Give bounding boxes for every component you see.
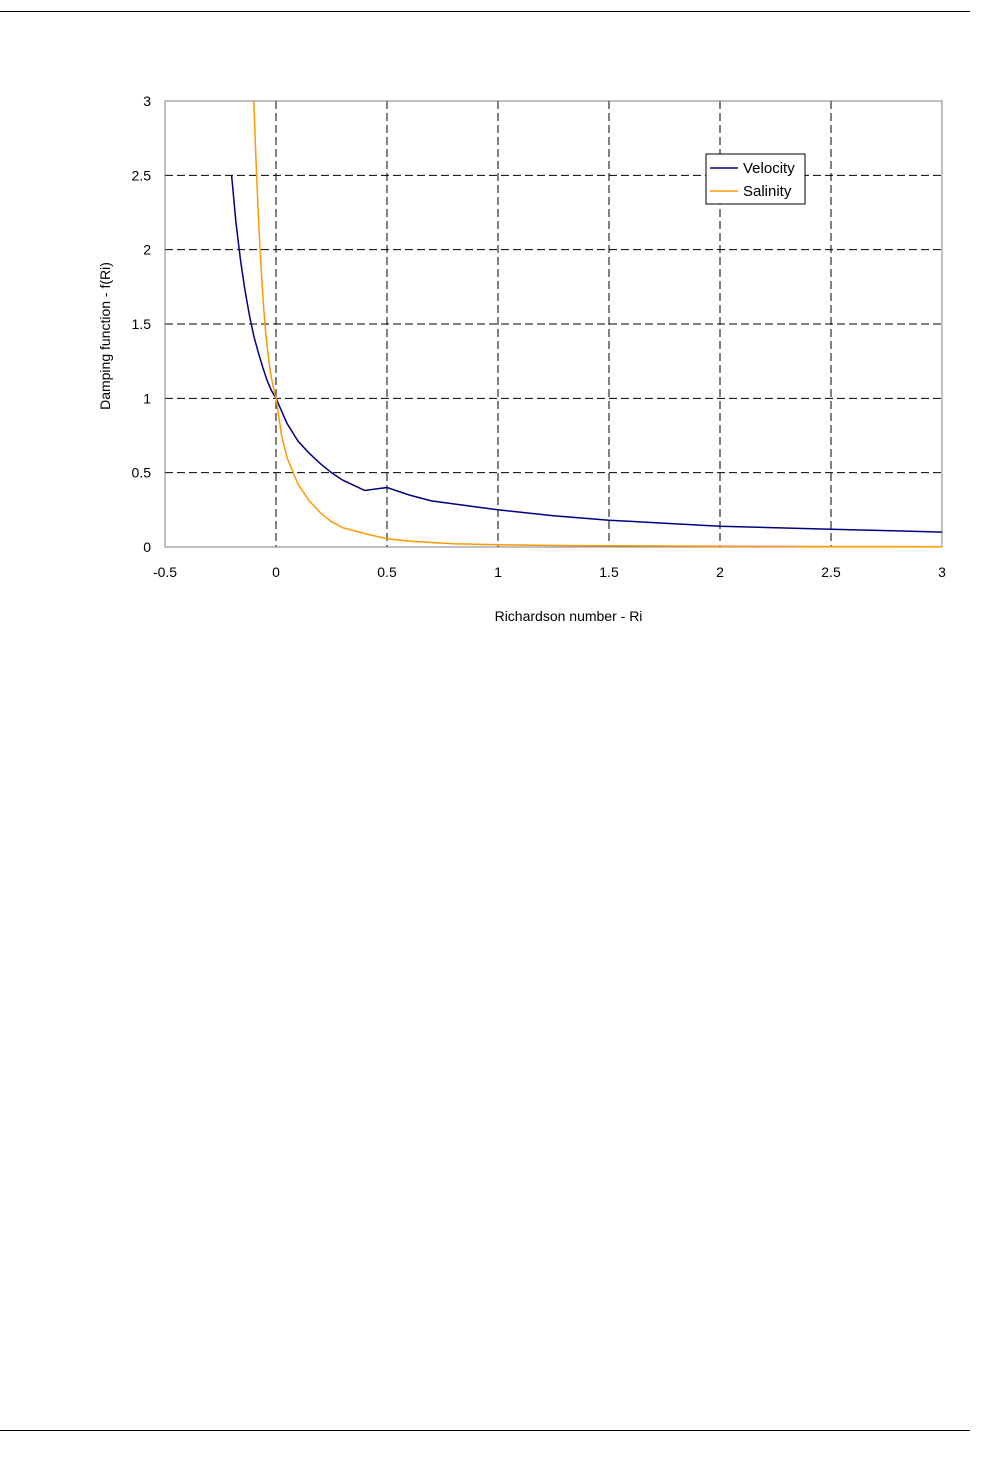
x-tick-label: 3: [938, 564, 946, 580]
y-axis-title: Damping function - f(Ri): [97, 262, 113, 410]
y-tick-label: 0: [143, 539, 151, 555]
y-tick-label: 1: [143, 390, 151, 406]
y-tick-label: 2.5: [132, 167, 152, 183]
series-layer: [230, 100, 943, 548]
y-tick-label: 2: [143, 242, 151, 258]
plot-area-frame: [164, 100, 943, 548]
grid: [165, 101, 942, 548]
x-tick-label: 2: [716, 564, 724, 580]
y-tick-label: 3: [143, 93, 151, 109]
page-top-rule: [0, 11, 970, 12]
series-line-salinity: [253, 100, 943, 548]
x-tick-label: 1.5: [599, 564, 619, 580]
legend-box: [705, 153, 806, 205]
x-tick-label: 2.5: [821, 564, 841, 580]
x-tick-label: -0.5: [153, 564, 177, 580]
x-axis-title: Richardson number - Ri: [495, 608, 643, 624]
series-line-velocity: [230, 175, 943, 533]
y-tick-label: 0.5: [132, 465, 152, 481]
x-tick-label: 0: [272, 564, 280, 580]
legend: Velocity Salinity: [705, 153, 806, 205]
damping-function-chart: -0.5 0 0.5 1 1.5 2 2.5 300.511.522.53 Richardso…: [97, 93, 947, 624]
legend-label-salinity: Salinity: [743, 183, 792, 200]
y-tick-label: 1.5: [132, 316, 152, 332]
legend-label-velocity: Velocity: [743, 160, 795, 177]
x-tick-label: 1: [494, 564, 502, 580]
x-tick-label: 0.5: [377, 564, 397, 580]
page-bottom-rule: [0, 1430, 970, 1431]
tick-labels: -0.5 0 0.5 1 1.5 2 2.5 300.511.522.53: [132, 93, 947, 580]
